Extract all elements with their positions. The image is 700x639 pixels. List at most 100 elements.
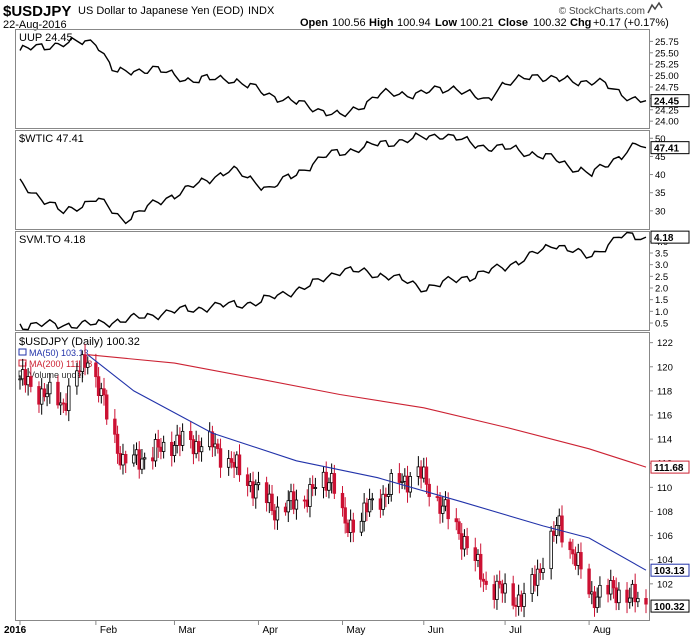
ma200-last-value-box — [650, 460, 690, 474]
brand-text[interactable]: © StockCharts.com — [559, 6, 645, 17]
candle-body — [178, 434, 182, 446]
usdjpy-ytick-label: 122 — [657, 338, 673, 349]
candle-body — [628, 597, 632, 603]
candle-body — [254, 484, 258, 499]
usdjpy-xtick-label: 2016 — [4, 625, 27, 636]
low-label: Low — [435, 17, 457, 29]
candle-body — [83, 354, 87, 368]
candle-body — [557, 515, 561, 526]
candle-body — [454, 518, 459, 523]
uup-series-line — [19, 36, 647, 118]
ma50-last-value-label: 103.13 — [654, 566, 685, 577]
candle-body — [105, 394, 109, 420]
candle-body — [481, 578, 486, 582]
candle-body — [389, 473, 393, 495]
candle-body — [199, 446, 204, 453]
candle-body — [80, 354, 85, 372]
usdjpy-last-value-box — [650, 599, 690, 613]
candle-body — [292, 491, 296, 510]
candle-body — [497, 580, 502, 585]
candle-body — [67, 385, 71, 412]
candle-body — [549, 530, 553, 570]
ma200-last-value-label: 111.68 — [654, 463, 684, 474]
candle-body — [416, 466, 421, 477]
usdjpy-ytick-label: 106 — [657, 531, 673, 542]
candle-body — [606, 584, 610, 595]
candle-body — [191, 439, 196, 455]
candle-body — [286, 500, 290, 513]
candle-body — [644, 598, 648, 605]
candle-body — [270, 493, 274, 512]
candle-body — [516, 594, 521, 607]
candle-body — [346, 522, 350, 533]
candle-body — [408, 476, 412, 493]
svm-last-value-label: 4.18 — [654, 233, 674, 244]
wtic-series-line — [19, 132, 647, 225]
candle-body — [58, 402, 63, 406]
low-value: 100.21 — [460, 17, 494, 29]
ohlc-readout: Open 100.56 High 100.94 Low 100.21 Close… — [300, 17, 669, 29]
candle-body — [552, 530, 556, 536]
candle-body — [99, 388, 103, 396]
volume-legend-label: Volume undef — [29, 370, 85, 380]
candle-body — [313, 487, 318, 489]
svm-ytick-label: 2.5 — [655, 272, 668, 283]
candle-body — [56, 381, 60, 406]
close-value: 100.32 — [533, 17, 567, 29]
usdjpy-xtick-label: Apr — [262, 625, 278, 636]
candle-body — [403, 475, 407, 482]
candle-body — [343, 507, 347, 524]
chart-symbol: $USDJPY — [3, 3, 71, 20]
candle-body — [435, 496, 440, 498]
candle-body — [397, 473, 402, 483]
candle-body — [172, 445, 177, 456]
candle-body — [636, 598, 640, 603]
ma200-line — [87, 354, 647, 468]
uup-panel-title: UUP 24.45 — [19, 32, 73, 44]
candle-body — [197, 441, 201, 453]
candle-body — [617, 589, 621, 604]
candle-body — [37, 386, 41, 405]
chart-description: US Dollar to Japanese Yen (EOD) — [78, 5, 244, 17]
usdjpy-last-value-label: 100.32 — [654, 602, 685, 613]
candle-body — [332, 473, 337, 494]
candle-body — [264, 482, 269, 504]
candle-body — [321, 471, 326, 488]
candle-body — [207, 431, 212, 448]
usdjpy-ytick-label: 120 — [657, 362, 673, 373]
candle-body — [568, 541, 572, 551]
candle-body — [351, 519, 356, 533]
wtic-panel-title: $WTIC 47.41 — [19, 133, 84, 145]
candle-body — [18, 378, 22, 381]
candle-body — [443, 499, 448, 507]
candle-body — [273, 510, 277, 521]
candle-body — [365, 502, 369, 513]
wtic-last-value-box — [650, 141, 690, 155]
candle-body — [476, 553, 480, 561]
candle-body — [23, 369, 28, 386]
candle-body — [64, 403, 68, 412]
stockcharts-arrow-icon — [647, 1, 663, 14]
candle-body — [229, 458, 234, 463]
candle-body — [465, 536, 469, 549]
candle-body — [42, 388, 47, 398]
candle-body — [438, 496, 442, 514]
svm-ytick-label: 1.5 — [655, 295, 668, 306]
candle-body — [422, 466, 426, 479]
candle-body — [251, 481, 255, 499]
wtic-panel — [15, 130, 650, 230]
candle-body — [123, 453, 128, 464]
wtic-ytick-label: 45 — [655, 152, 666, 163]
svm-ytick-label: 3.0 — [655, 260, 668, 271]
svm-ytick-label: 3.5 — [655, 249, 668, 260]
candle-body — [137, 449, 141, 470]
svm-panel — [15, 231, 650, 331]
candle-body — [478, 553, 483, 580]
candle-body — [511, 583, 515, 606]
candle-body — [367, 499, 372, 513]
candle-body — [473, 547, 477, 561]
candle-body — [275, 506, 280, 521]
uup-ytick-label: 24.00 — [655, 117, 679, 128]
candle-body — [77, 370, 82, 373]
wtic-ytick-label: 35 — [655, 188, 666, 199]
